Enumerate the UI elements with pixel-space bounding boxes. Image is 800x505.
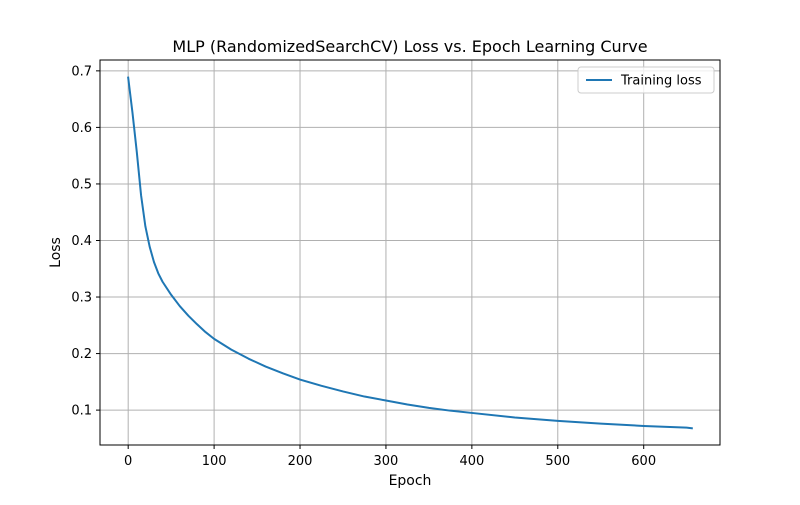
y-tick-label: 0.2 bbox=[71, 347, 92, 362]
legend-label-training-loss: Training loss bbox=[620, 74, 702, 89]
series-line-training-loss bbox=[127, 76, 693, 430]
x-tick-label: 200 bbox=[288, 454, 313, 469]
y-tick-label: 0.4 bbox=[71, 234, 92, 249]
plot-frame bbox=[99, 59, 721, 446]
x-axis-label: Epoch bbox=[389, 473, 432, 489]
y-tick-label: 0.5 bbox=[71, 177, 92, 192]
y-tick-label: 0.6 bbox=[71, 121, 92, 136]
y-tick-label: 0.7 bbox=[71, 64, 92, 79]
y-tick-label: 0.1 bbox=[71, 404, 92, 419]
legend-box bbox=[577, 66, 715, 94]
ticks: 0 100 200 300 400 500 600 0.1 0.2 0.3 0.4 0.5 0.6 0.7 bbox=[71, 64, 656, 469]
chart-title: MLP (RandomizedSearchCV) Loss vs. Epoch … bbox=[172, 37, 647, 56]
grid bbox=[100, 60, 720, 445]
y-axis-label: Loss bbox=[48, 237, 64, 268]
x-tick-label: 400 bbox=[459, 454, 484, 469]
series-layer bbox=[127, 76, 693, 430]
x-tick-label: 300 bbox=[374, 454, 399, 469]
legend: Training loss bbox=[577, 66, 715, 94]
x-tick-label: 100 bbox=[202, 454, 227, 469]
x-tick-label: 500 bbox=[545, 454, 570, 469]
x-tick-label: 0 bbox=[124, 454, 132, 469]
y-tick-label: 0.3 bbox=[71, 291, 92, 306]
x-tick-label: 600 bbox=[631, 454, 656, 469]
